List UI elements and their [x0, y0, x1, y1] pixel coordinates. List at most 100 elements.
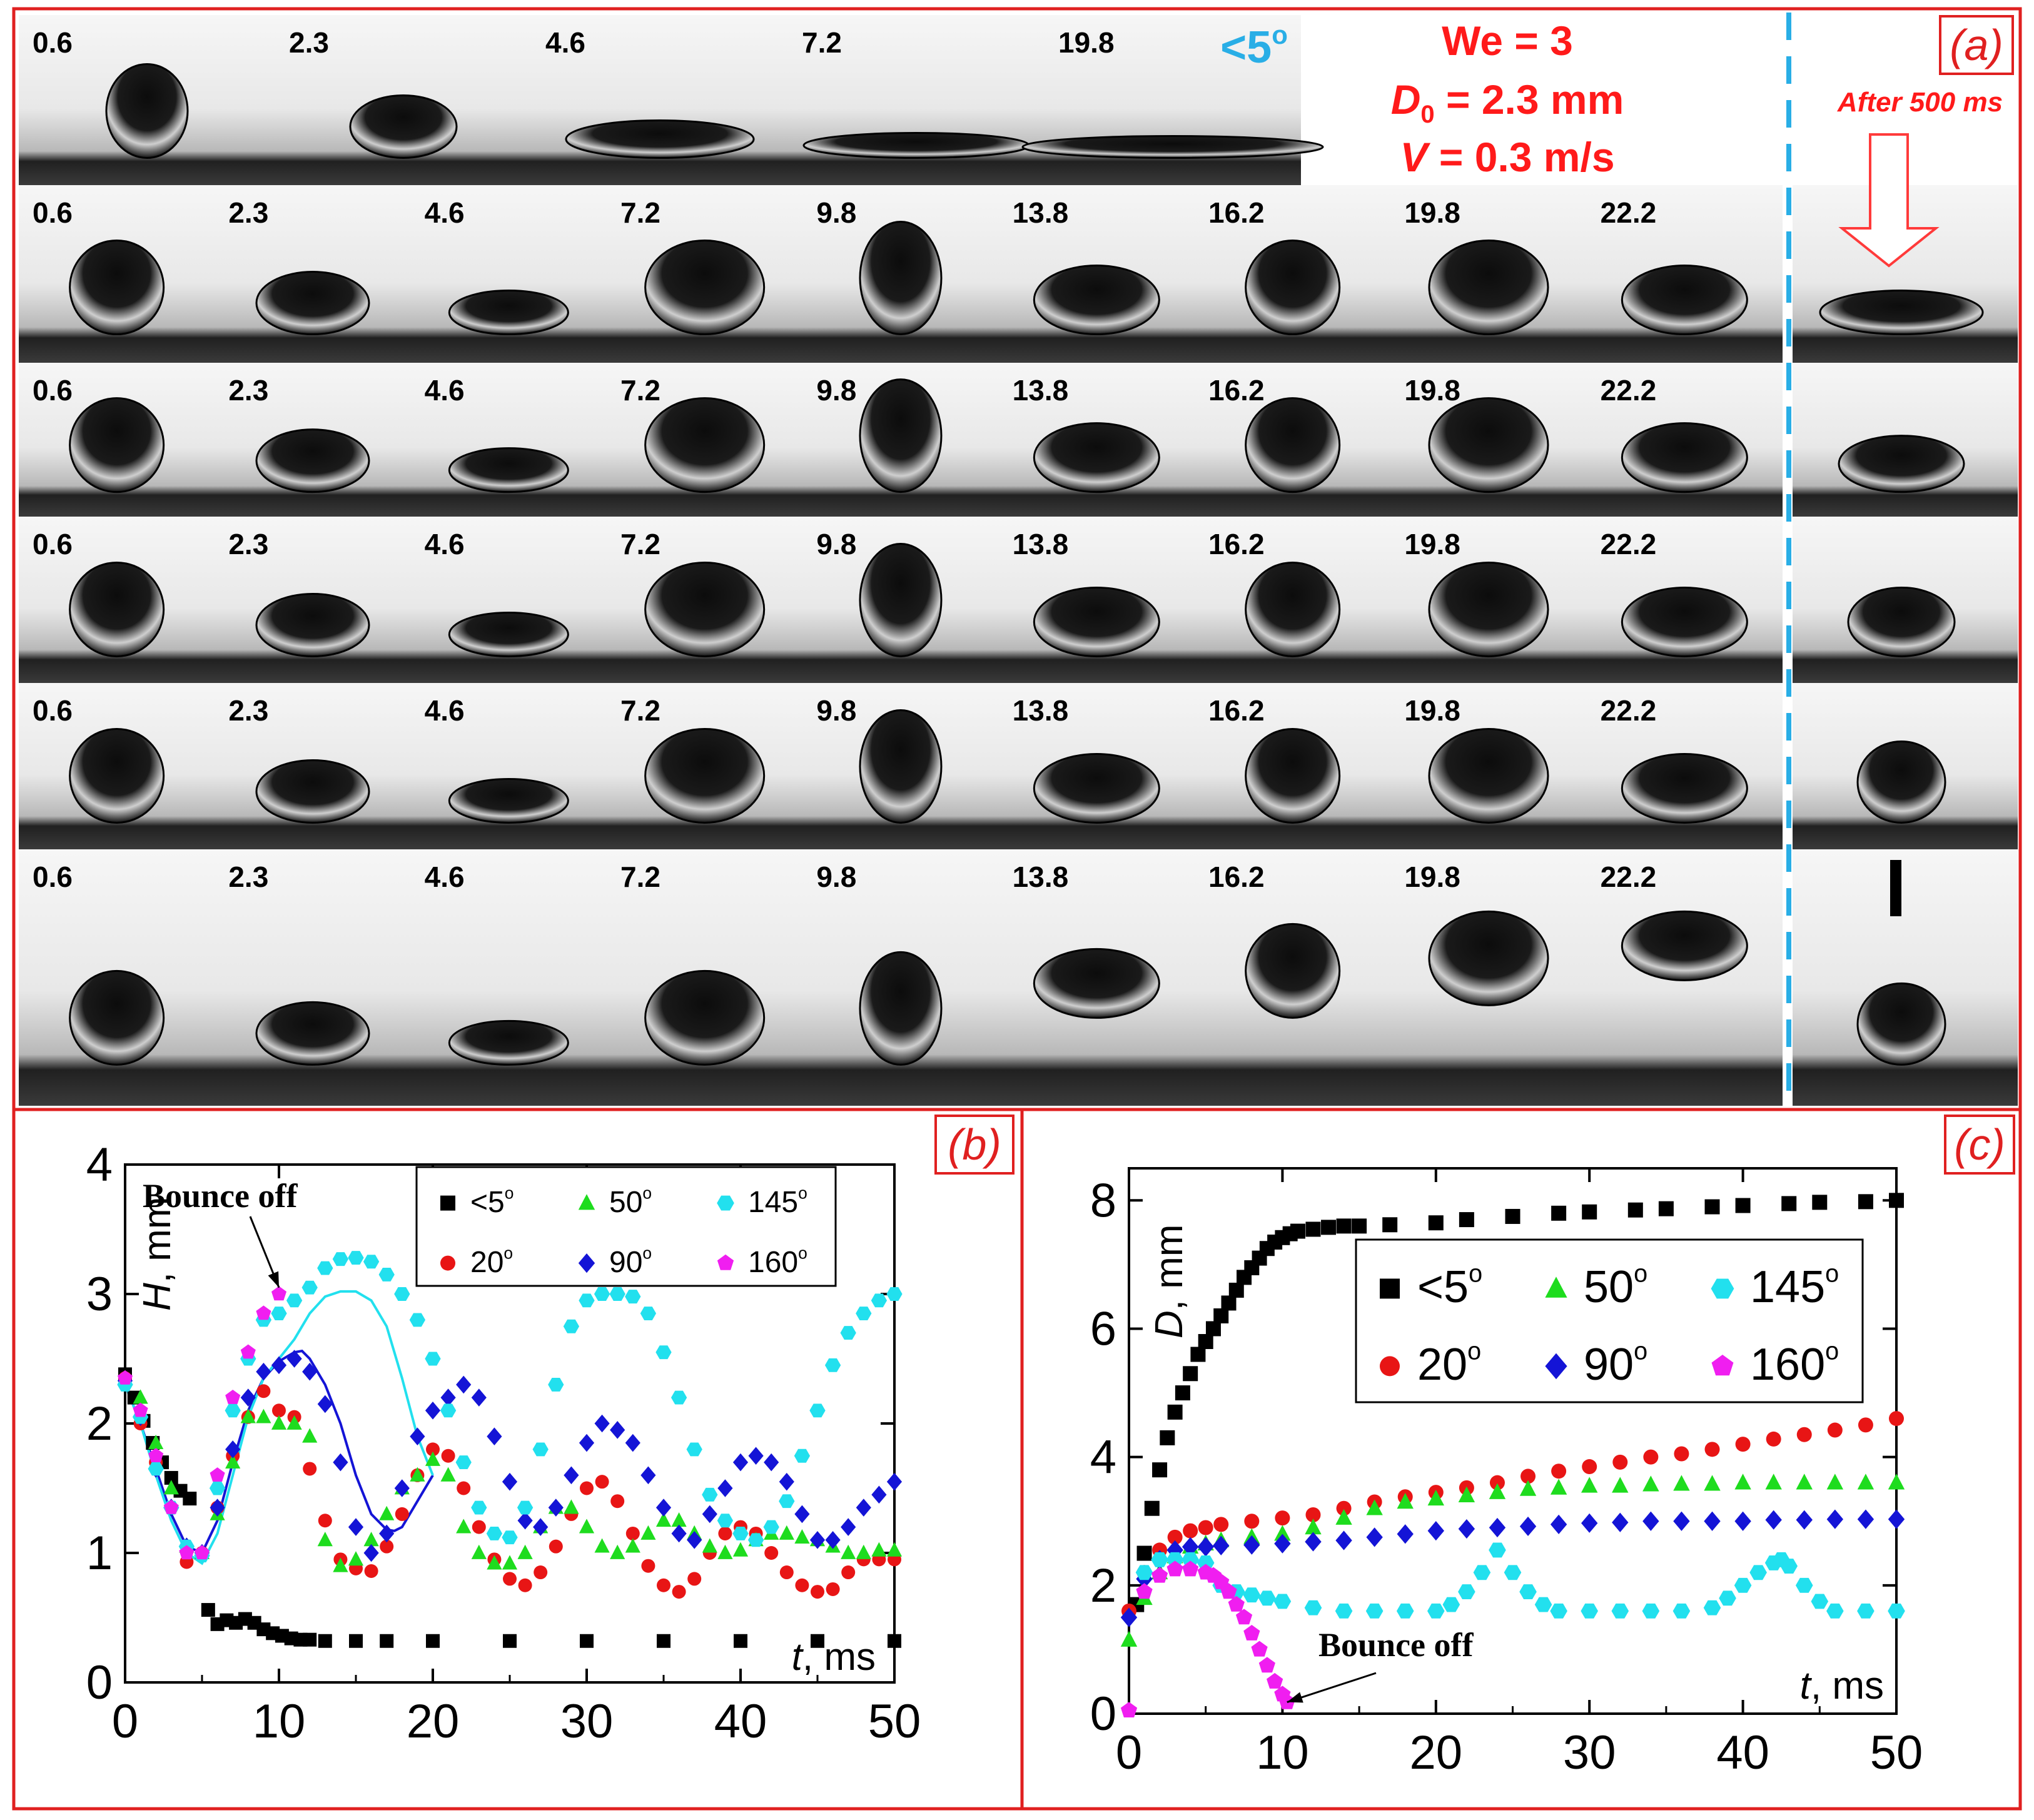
data-point: [717, 1514, 734, 1528]
final-state-image: [1793, 363, 2018, 517]
data-point: [456, 1519, 472, 1534]
data-point: [1612, 1512, 1629, 1532]
data-point: [595, 1475, 609, 1489]
time-label: 0.6: [33, 26, 73, 59]
data-point: [425, 1451, 441, 1466]
series-160: [1120, 1560, 1295, 1718]
data-point: [532, 1442, 549, 1457]
data-point: [1397, 1524, 1414, 1544]
data-point: [580, 1634, 594, 1648]
legend-label: 50o: [609, 1183, 652, 1219]
data-point: [610, 1544, 625, 1559]
droplet-image: [448, 290, 569, 336]
data-point: [1826, 1474, 1844, 1490]
droplet-image: [255, 428, 370, 493]
data-point: [579, 1519, 595, 1534]
data-point: [794, 1505, 810, 1524]
data-point: [1674, 1446, 1689, 1462]
data-point: [256, 1408, 271, 1423]
data-point: [594, 1414, 610, 1433]
data-point: [1198, 1333, 1213, 1349]
experiment-parameters: We = 3 D0 = 2.3 mm V = 0.3 m/s: [1391, 18, 1624, 180]
data-point: [1505, 1208, 1520, 1224]
data-point: [210, 1499, 225, 1517]
data-point: [117, 1370, 133, 1385]
droplet-image: [859, 221, 943, 336]
legend-marker: [1545, 1353, 1567, 1380]
data-point: [795, 1578, 809, 1592]
data-point: [272, 1403, 286, 1418]
x-tick-label: 20: [407, 1695, 460, 1748]
data-point: [303, 1462, 317, 1476]
time-label: 4.6: [545, 26, 585, 59]
data-point: [779, 1525, 794, 1540]
data-point: [748, 1447, 764, 1465]
data-point: [1642, 1603, 1660, 1619]
data-point: [548, 1499, 564, 1517]
time-label: 4.6: [425, 374, 465, 407]
data-point: [1780, 1559, 1798, 1574]
legend-label: <5o: [470, 1183, 514, 1219]
data-point: [794, 1448, 811, 1463]
legend-marker: [578, 1194, 595, 1210]
x-tick-label: 30: [1563, 1726, 1616, 1779]
data-point: [1213, 1517, 1229, 1532]
data-point: [1888, 1603, 1905, 1619]
data-point: [348, 1251, 364, 1265]
data-point: [301, 1280, 318, 1295]
data-point: [380, 1539, 394, 1554]
data-point: [841, 1518, 856, 1536]
data-point: [1458, 1584, 1475, 1600]
legend-entry-160: 160o: [1711, 1338, 1839, 1390]
droplet-image: [1621, 265, 1748, 336]
data-point: [163, 1499, 179, 1514]
time-label: 9.8: [816, 196, 856, 229]
svg-text:(b): (b): [948, 1120, 1001, 1169]
data-point: [318, 1634, 332, 1648]
data-point: [640, 1525, 656, 1540]
data-point: [671, 1512, 687, 1527]
legend-entry-50: 50o: [578, 1183, 652, 1219]
data-point: [163, 1480, 179, 1495]
image-row-1: 0.62.34.67.29.813.816.219.822.220o: [19, 185, 2018, 363]
final-state-image: [1793, 849, 2018, 1106]
data-point: [394, 1479, 410, 1497]
data-point: [440, 1403, 457, 1418]
data-point: [794, 1529, 810, 1544]
bounce-off-label: Bounce off: [1318, 1626, 1474, 1664]
legend-entry-145: 145o: [717, 1183, 807, 1219]
droplet-image: [1621, 752, 1748, 824]
time-label: 19.8: [1404, 861, 1460, 893]
time-label: 16.2: [1208, 694, 1265, 727]
data-point: [702, 1487, 718, 1502]
droplet-image: [255, 759, 370, 824]
x-tick-label: 50: [868, 1695, 921, 1748]
data-point: [579, 1433, 595, 1452]
y-tick-label: 3: [86, 1268, 113, 1321]
data-point: [1182, 1560, 1199, 1577]
data-point: [533, 1518, 549, 1536]
data-point: [1366, 1527, 1383, 1547]
data-point: [240, 1408, 256, 1423]
legend-entry-90: 90o: [1545, 1338, 1647, 1390]
data-point: [363, 1544, 379, 1562]
data-point: [1228, 1595, 1245, 1612]
time-label: 9.8: [816, 861, 856, 893]
time-label: 7.2: [620, 528, 660, 560]
time-label: 4.6: [425, 694, 465, 727]
data-point: [702, 1505, 717, 1524]
legend-entry-20: 20o: [440, 1243, 513, 1279]
droplet-image: [255, 1001, 370, 1066]
legend-box: [1355, 1238, 1864, 1403]
data-point: [1581, 1477, 1598, 1493]
legend: <5o 50o 145o 20o 90o 160o: [1355, 1238, 1864, 1403]
x-tick-label: 0: [1116, 1726, 1142, 1779]
data-point: [1305, 1519, 1322, 1535]
x-tick-label: 10: [253, 1695, 306, 1748]
x-tick-label: 10: [1256, 1726, 1309, 1779]
data-point: [1796, 1427, 1812, 1442]
time-label: 0.6: [33, 861, 73, 893]
data-point: [1811, 1594, 1829, 1609]
final-state-image: [1793, 517, 2018, 683]
data-point: [1151, 1567, 1168, 1583]
